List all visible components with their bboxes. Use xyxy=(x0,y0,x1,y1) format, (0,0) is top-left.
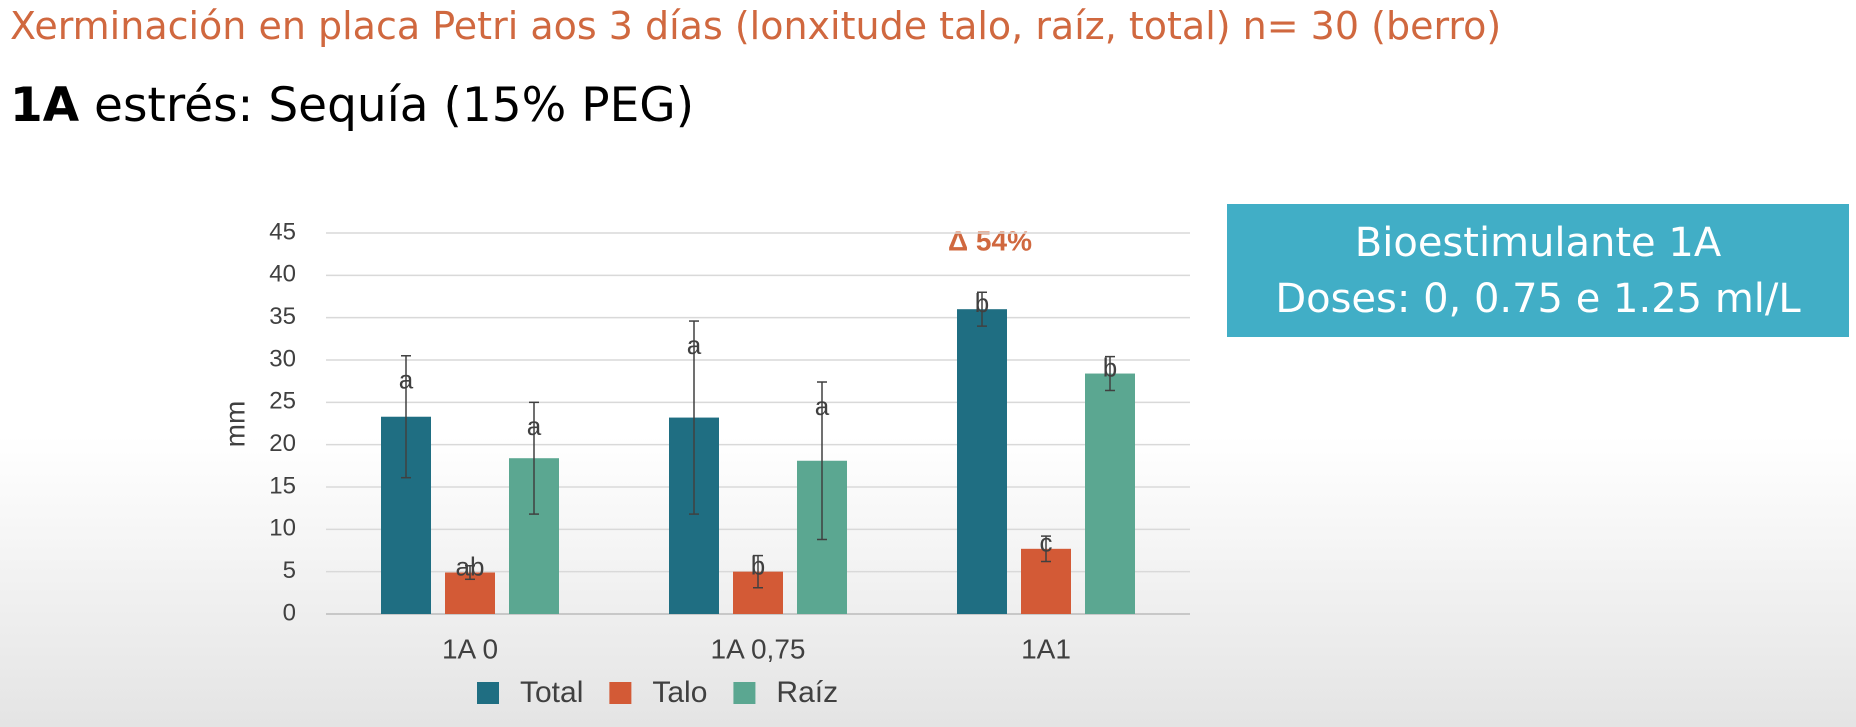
slide-title: Xerminación en placa Petri aos 3 días (l… xyxy=(10,4,1502,48)
slide-subtitle: 1A estrés: Sequía (15% PEG) xyxy=(10,78,694,133)
annotation: Δ 54% xyxy=(948,225,1032,256)
bar xyxy=(957,309,1007,614)
significance-letter: b xyxy=(1103,352,1117,382)
significance-letter: c xyxy=(1040,528,1053,558)
y-tick-label: 0 xyxy=(283,599,296,626)
y-tick-label: 5 xyxy=(283,557,296,584)
y-tick-label: 40 xyxy=(269,261,296,288)
legend-swatch xyxy=(609,682,632,704)
y-tick-label: 15 xyxy=(269,472,296,499)
legend-label: Raíz xyxy=(776,676,838,709)
y-axis-label: mm xyxy=(219,401,250,448)
x-tick-label: 1A1 xyxy=(1021,633,1071,664)
legend-label: Total xyxy=(520,676,583,709)
y-tick-label: 30 xyxy=(269,345,296,372)
significance-letter: a xyxy=(815,391,830,421)
y-tick-label: 25 xyxy=(269,388,296,415)
subtitle-text: estrés: Sequía (15% PEG) xyxy=(94,78,695,133)
y-tick-label: 10 xyxy=(269,515,296,542)
significance-letter: ab xyxy=(456,551,485,581)
legend-swatch xyxy=(733,682,756,704)
x-tick-label: 1A 0,75 xyxy=(711,633,806,664)
y-tick-label: 35 xyxy=(269,303,296,330)
subtitle-bold: 1A xyxy=(10,78,80,133)
x-tick-label: 1A 0 xyxy=(442,633,498,664)
info-box: Bioestimulante 1A Doses: 0, 0.75 e 1.25 … xyxy=(1227,204,1849,337)
info-line: Doses: 0, 0.75 e 1.25 ml/L xyxy=(1275,275,1801,322)
significance-letter: b xyxy=(751,551,765,581)
y-tick-label: 45 xyxy=(269,218,296,245)
significance-letter: b xyxy=(975,288,989,318)
legend-label: Talo xyxy=(652,676,707,709)
y-tick-label: 20 xyxy=(269,430,296,457)
info-line: Bioestimulante 1A xyxy=(1354,219,1722,266)
significance-letter: a xyxy=(399,365,414,395)
significance-letter: a xyxy=(527,411,542,441)
legend-swatch xyxy=(477,682,499,704)
significance-letter: a xyxy=(687,330,702,360)
bar xyxy=(1085,373,1135,614)
